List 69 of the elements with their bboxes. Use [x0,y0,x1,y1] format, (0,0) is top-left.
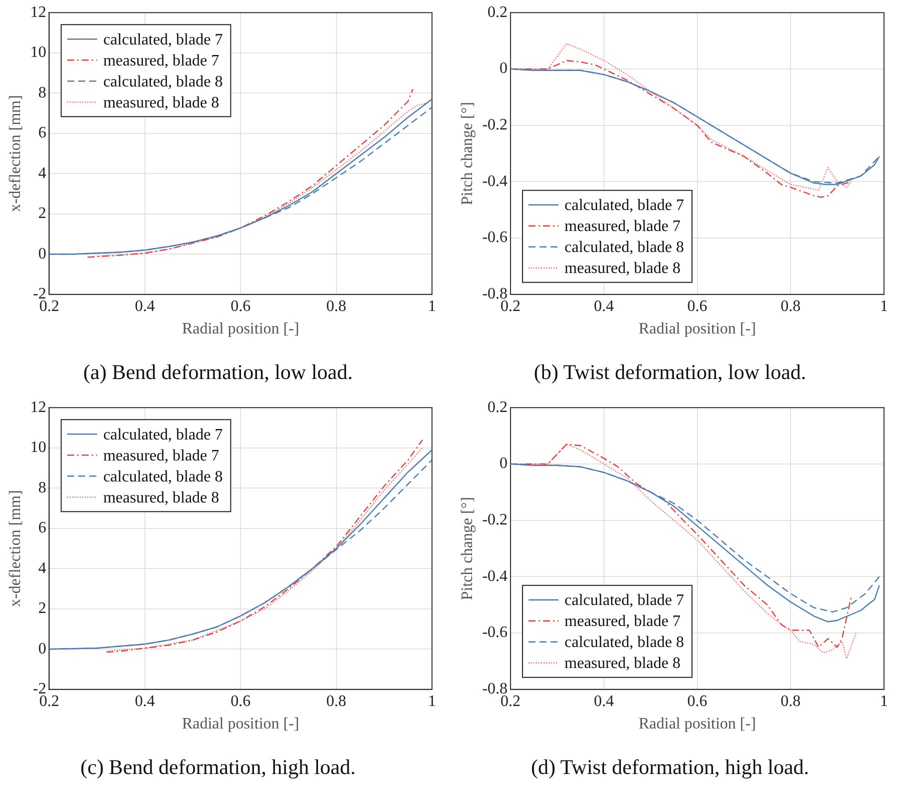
legend-label: calculated, blade 7 [564,592,684,610]
legend-label: measured, blade 8 [103,94,220,112]
x-tick-label: 0.8 [326,298,346,316]
legend-label: measured, blade 8 [103,489,220,506]
y-axis-title: Pitch change [°] [458,496,476,600]
text: (b) Twist deformation, low load. [534,360,806,384]
x-tick-label: 1 [880,298,888,316]
legend-label: measured, blade 7 [564,613,680,630]
text: (a) Bend deformation, low load. [83,360,353,384]
y-tick-label: -0.2 [482,116,508,134]
x-tick-label: 0.6 [230,298,251,316]
legend-label: calculated, blade 7 [103,31,223,48]
y-tick-label: 6 [38,124,46,142]
y-tick-label: 4 [38,164,46,182]
legend-label: calculated, blade 8 [103,73,223,90]
x-tick-label: 0.8 [326,693,346,710]
x-axis-title: Radial position [-] [638,715,756,732]
x-tick-label: 0.6 [687,693,708,710]
y-tick-label: 8 [38,479,46,496]
y-tick-label: 0 [38,640,46,658]
y-tick-label: 0 [500,455,508,472]
y-axis-title: Pitch change [°] [458,102,476,206]
y-tick-label: 10 [30,439,46,456]
y-tick-label: 0 [500,60,508,78]
legend-label: measured, blade 7 [564,218,680,236]
x-tick-label: 0.4 [594,298,614,316]
legend-label: measured, blade 8 [564,260,680,278]
y-tick-label: 0.2 [488,4,508,21]
x-tick-label: 0.6 [687,298,708,316]
y-tick-label: 8 [38,84,46,102]
legend-label: calculated, blade 8 [564,634,684,652]
y-tick-label: 2 [38,600,46,618]
legend-label: calculated, blade 7 [103,426,223,444]
x-axis-title: Radial position [-] [182,320,300,338]
y-tick-label: 0 [38,245,46,262]
legend-label: measured, blade 7 [103,52,220,70]
y-tick-label: 4 [38,560,46,577]
y-axis-title: x-deflection [mm] [6,95,24,212]
legend-label: calculated, blade 8 [103,468,223,486]
text: (c) Bend deformation, high load. [80,754,356,779]
y-tick-label: 12 [30,398,46,416]
x-tick-label: 0.8 [780,693,801,710]
y-tick-label: -0.2 [482,512,508,529]
legend-label: measured, blade 7 [103,447,220,464]
legend-label: calculated, blade 8 [564,239,684,256]
y-tick-label: 2 [38,205,46,222]
y-tick-label: -0.6 [482,624,508,642]
line-series [86,88,414,258]
text: (d) Twist deformation, high load. [530,754,810,779]
y-axis-title: x-deflection [mm] [6,490,24,607]
y-tick-label: -0.4 [482,172,508,190]
x-axis-title: Radial position [-] [182,715,300,732]
y-tick-label: -0.4 [482,568,508,585]
x-tick-label: 0.4 [134,298,155,316]
x-axis-title: Radial position [-] [638,320,756,338]
legend-label: calculated, blade 7 [564,197,684,214]
x-tick-label: 0.6 [230,693,251,710]
y-tick-label: 10 [30,44,46,62]
legend-label: measured, blade 8 [564,655,680,672]
y-tick-label: -0.6 [482,229,508,246]
y-tick-label: 6 [38,520,46,537]
x-tick-label: 1 [880,693,888,710]
y-tick-label: 0.2 [488,398,508,416]
x-tick-label: 1 [428,693,436,710]
x-tick-label: 0.8 [780,298,801,316]
y-tick-label: 12 [30,4,46,21]
x-tick-label: 1 [428,298,436,316]
x-tick-label: 0.4 [594,693,614,710]
x-tick-label: 0.4 [134,693,155,710]
